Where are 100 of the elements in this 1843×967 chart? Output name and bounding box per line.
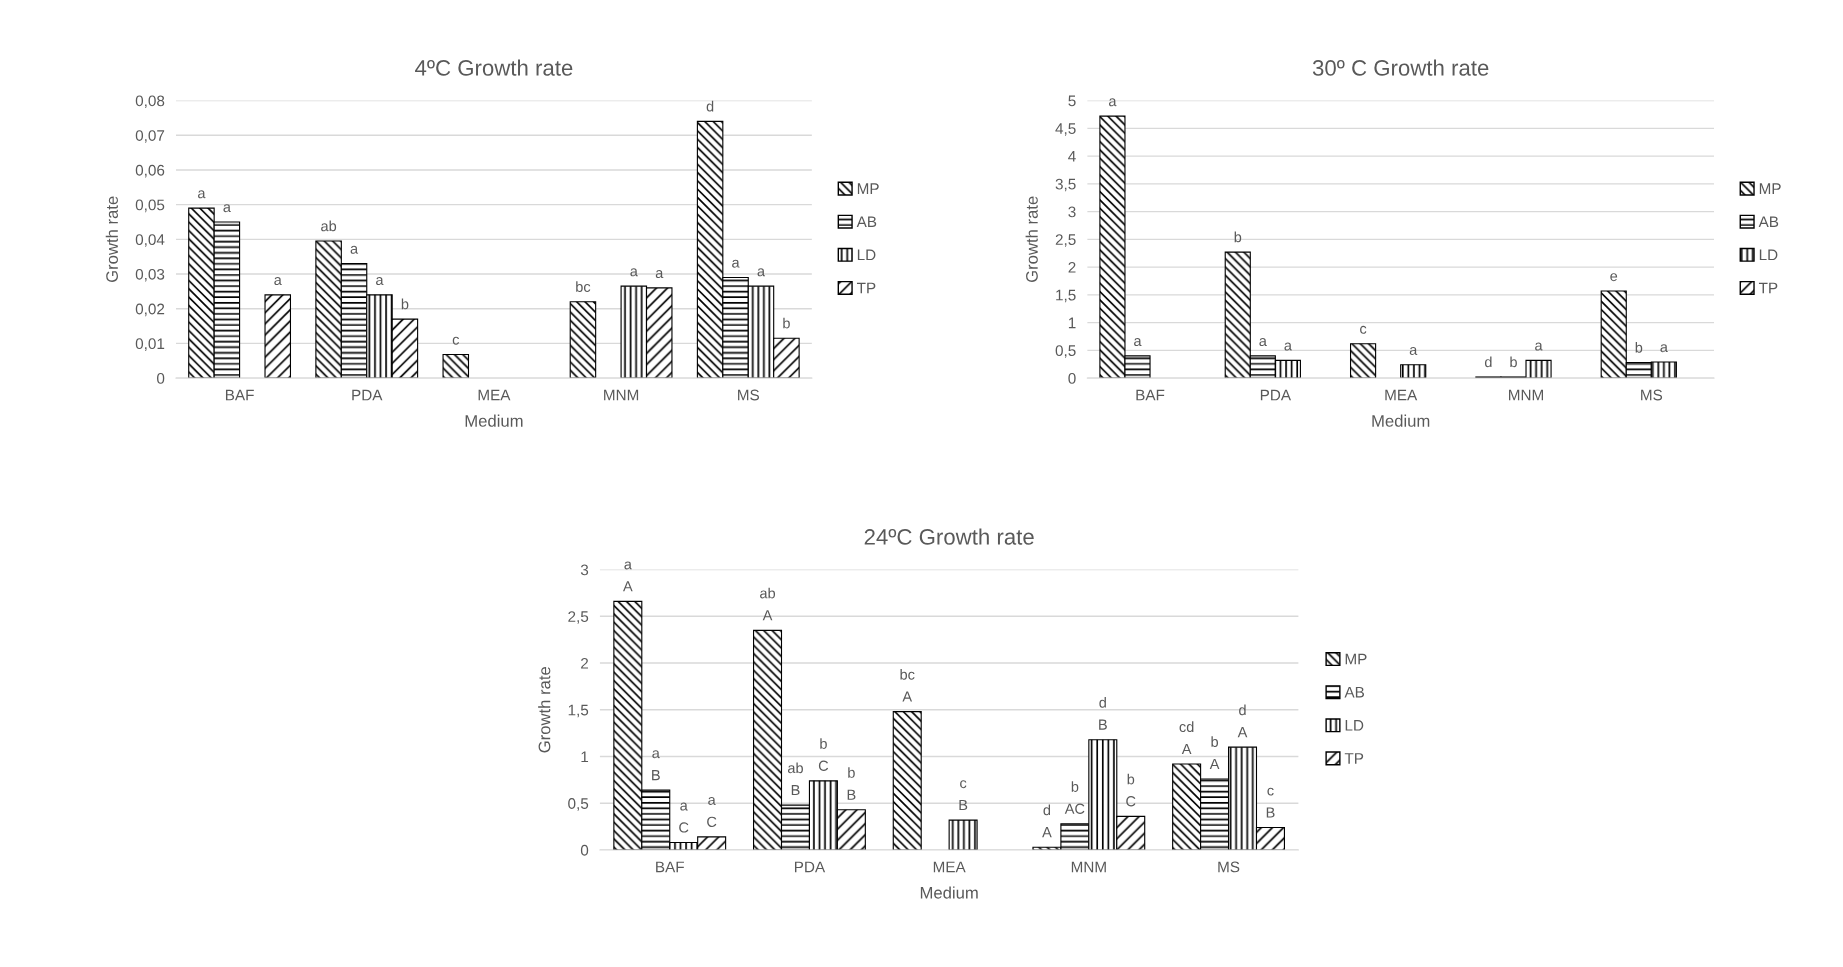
- data-label: a: [1284, 342, 1292, 351]
- y-tick-label: 2: [1068, 261, 1076, 273]
- x-tick-label: MS: [1641, 389, 1663, 401]
- y-tick-label: 0,08: [135, 95, 165, 109]
- x-tick-label: MEA: [933, 861, 966, 873]
- data-label: a: [732, 259, 740, 268]
- legend-label: LD: [1345, 720, 1364, 731]
- x-axis-title: Medium: [465, 414, 523, 427]
- data-label: a: [1409, 346, 1418, 355]
- data-label: a C: [679, 802, 689, 833]
- x-tick-label: BAF: [225, 389, 254, 401]
- legend-label: LD: [1759, 249, 1778, 261]
- y-tick-label: 5: [1068, 95, 1076, 107]
- legend-label: MP: [1759, 183, 1781, 194]
- y-tick-label: 3: [580, 564, 589, 576]
- data-label: c: [1360, 325, 1367, 334]
- y-tick-label: 3: [1068, 206, 1076, 218]
- x-axis-title: Medium: [1372, 414, 1430, 427]
- y-tick-label: 1: [581, 751, 589, 763]
- data-label: a C: [707, 796, 717, 828]
- legend-label: AB: [1344, 686, 1365, 698]
- data-label: b C: [1126, 773, 1136, 807]
- data-label: b: [783, 317, 790, 329]
- data-label: a: [1134, 338, 1142, 347]
- data-label: c B: [1266, 787, 1275, 818]
- data-label: a: [223, 204, 231, 213]
- chart-title: 30º C Growth rate: [1312, 59, 1489, 76]
- data-label: a: [757, 268, 766, 277]
- data-label: ab: [321, 220, 337, 232]
- data-label: a: [655, 270, 664, 279]
- data-label: a: [1535, 342, 1543, 351]
- data-label: cd A: [1179, 721, 1194, 754]
- data-label: ab A: [760, 587, 776, 621]
- y-tick-label: 2,5: [1055, 234, 1076, 247]
- y-tick-label: 0: [580, 844, 589, 856]
- data-label: a: [274, 277, 282, 286]
- y-tick-label: 1,5: [1056, 289, 1076, 303]
- data-label: d B: [1099, 697, 1107, 730]
- data-label: a A: [623, 561, 633, 592]
- y-tick-label: 0,01: [135, 338, 165, 351]
- data-label: a: [350, 245, 359, 254]
- x-tick-label: PDA: [352, 389, 383, 401]
- data-label: a B: [652, 750, 660, 781]
- legend-label: TP: [1344, 753, 1364, 764]
- data-label: d A: [1042, 804, 1052, 838]
- y-tick-label: 0,5: [1055, 345, 1076, 358]
- data-label: a: [630, 268, 638, 277]
- y-tick-label: 0,05: [135, 199, 165, 213]
- y-tick-label: 0,07: [135, 130, 165, 143]
- legend-label: TP: [856, 282, 876, 294]
- y-tick-label: 0,5: [568, 798, 589, 811]
- data-label: e: [1610, 273, 1618, 282]
- y-axis-title: Growth rate: [1025, 196, 1038, 283]
- data-label: bc: [576, 281, 591, 292]
- legend-label: MP: [1345, 653, 1367, 665]
- data-label: b B: [847, 767, 856, 800]
- x-tick-label: BAF: [656, 861, 684, 873]
- legend-label: AB: [856, 216, 877, 227]
- x-tick-label: PDA: [794, 861, 826, 873]
- y-tick-label: 2,5: [568, 611, 589, 624]
- x-tick-label: PDA: [1260, 389, 1292, 401]
- y-tick-label: 4,5: [1055, 123, 1076, 136]
- data-label: b AC: [1064, 781, 1085, 814]
- y-tick-label: 1,5: [568, 704, 589, 718]
- y-tick-label: 0: [1068, 372, 1076, 384]
- y-axis-title: Growth rate: [105, 196, 118, 283]
- x-tick-label: MNM: [604, 389, 639, 401]
- data-label: bc A: [900, 668, 915, 702]
- x-tick-label: MNM: [1509, 389, 1543, 401]
- x-tick-label: MEA: [478, 389, 511, 401]
- legend-label: LD: [857, 249, 876, 261]
- data-label: b A: [1209, 736, 1220, 769]
- y-tick-label: 0,06: [135, 164, 165, 178]
- data-label: b: [401, 298, 409, 310]
- data-label: b: [1510, 356, 1517, 368]
- legend-label: TP: [1758, 282, 1778, 294]
- y-tick-label: 3,5: [1055, 178, 1076, 192]
- y-tick-label: 0,02: [135, 303, 165, 317]
- data-label: d A: [1237, 704, 1248, 738]
- data-label: b: [1635, 342, 1643, 353]
- data-label: b C: [818, 738, 829, 771]
- x-tick-label: MEA: [1385, 389, 1418, 401]
- y-tick-label: 0: [157, 372, 165, 384]
- data-label: d: [706, 100, 714, 112]
- data-label: b: [1234, 231, 1242, 243]
- data-label: c: [452, 336, 460, 345]
- data-label: a: [1259, 338, 1267, 347]
- y-tick-label: 0,03: [135, 268, 165, 282]
- data-label: ab B: [787, 762, 803, 796]
- y-axis-title: Growth rate: [538, 666, 551, 753]
- y-tick-label: 1: [1068, 317, 1076, 329]
- y-tick-label: 2: [581, 657, 589, 669]
- y-tick-label: 4: [1068, 151, 1076, 162]
- data-label: d: [1484, 356, 1492, 368]
- data-label: c B: [959, 780, 968, 811]
- chart-title: 4ºC Growth rate: [415, 59, 573, 76]
- x-tick-label: MNM: [1071, 861, 1106, 873]
- x-axis-title: Medium: [920, 886, 978, 899]
- data-label: a: [376, 277, 384, 286]
- data-label: a: [1660, 344, 1668, 353]
